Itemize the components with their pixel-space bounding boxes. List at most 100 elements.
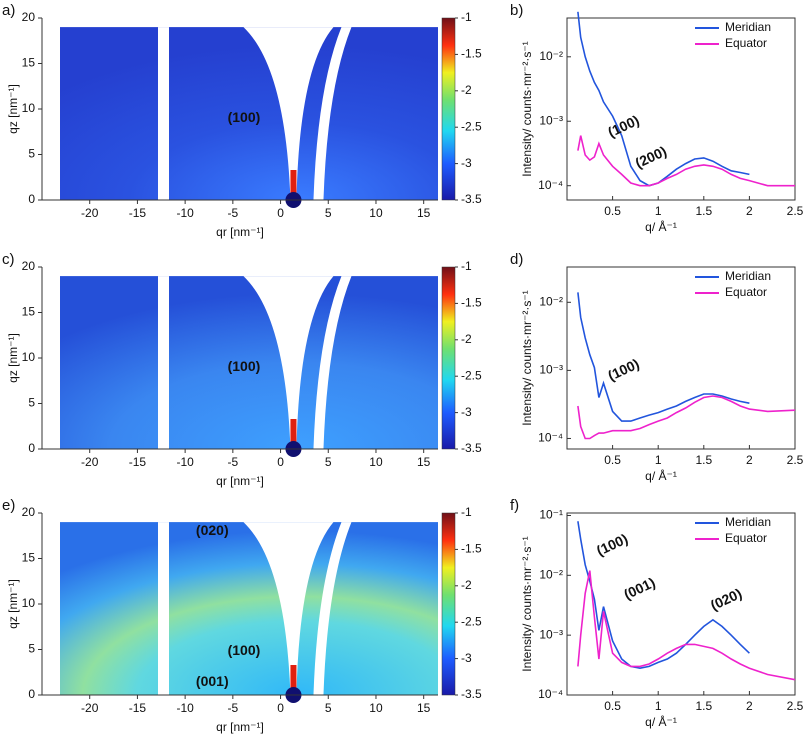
x-tick-label: 10 [369,701,383,715]
x-tick-label: 15 [417,701,431,715]
y-tick-label: 10⁻¹ [539,508,563,522]
x-tick-label: 0.5 [604,204,621,218]
legend-label: Equator [725,531,767,545]
x-tick-label: 10 [369,206,383,220]
colorbar-tick-label: -1 [461,259,472,273]
x-tick-label: -5 [228,206,239,220]
y-tick-label: 10⁻⁴ [538,687,563,701]
panel-label: c) [2,251,15,268]
y-tick-label: 10⁻⁴ [538,178,563,192]
colorbar-tick-label: -1.5 [461,47,482,61]
x-axis-label: q/ Å⁻¹ [645,219,677,234]
detector-image [60,522,438,695]
x-tick-label: 1.5 [695,204,712,218]
y-tick-label: 10⁻² [539,567,563,581]
detector-image [60,27,438,200]
x-tick-label: -20 [81,701,99,715]
y-tick-label: 0 [28,687,35,701]
x-tick-label: 2 [746,204,753,218]
y-tick-label: 20 [22,259,36,273]
detector-gap [313,522,352,695]
x-tick-label: 2.5 [787,453,804,467]
y-tick-label: 15 [22,305,36,319]
beam-center-hot [290,665,297,695]
plot-frame [566,512,796,696]
annotation: (020) [196,522,229,538]
detector-gap [158,276,169,449]
plot-frame [566,17,796,201]
x-tick-label: 0.5 [604,699,621,713]
legend-label: Meridian [725,515,771,529]
detector-gap [243,27,334,200]
colorbar-tick-label: -3 [461,405,472,419]
detector-image [60,276,438,449]
colorbar-tick-label: -2.5 [461,614,482,628]
y-tick-label: 10⁻³ [539,627,563,641]
detector-gap [313,27,352,200]
colorbar-tick-label: -1.5 [461,542,482,556]
colorbar-tick-label: -1 [461,10,472,24]
colorbar-tick-label: -1 [461,505,472,519]
panel-label: e) [2,497,15,514]
annotation: (020) [708,585,744,613]
x-axis-label: qr [nm⁻¹] [216,225,264,239]
x-tick-label: -20 [81,455,99,469]
beam-center-hot [290,170,297,200]
panel-label: d) [510,251,523,268]
x-tick-label: 2 [746,699,753,713]
x-tick-label: 1 [655,699,662,713]
detector-gap [313,276,352,449]
colorbar-tick-label: -3 [461,651,472,665]
x-tick-label: -10 [176,701,194,715]
y-tick-label: 0 [28,192,35,206]
y-tick-label: 10⁻⁴ [538,431,563,445]
series-line [577,135,795,187]
colorbar-tick-label: -2 [461,332,472,346]
y-tick-label: 20 [22,505,36,519]
x-tick-label: -5 [228,701,239,715]
colorbar [441,512,456,696]
annotation: (100) [605,112,641,140]
y-tick-label: 5 [28,642,35,656]
detector-gap [158,27,169,200]
colorbar-tick-label: -3.5 [461,687,482,701]
series-line [577,521,750,670]
y-axis-label: Intensity/ counts·mr⁻²·s⁻¹ [520,536,534,671]
annotation: (100) [228,642,261,658]
x-tick-label: -20 [81,206,99,220]
detector-gap [243,522,334,695]
panel-label: b) [510,2,523,19]
x-tick-label: 1 [655,453,662,467]
y-tick-label: 10 [22,350,36,364]
colorbar-tick-label: -3 [461,156,472,170]
y-axis-label: qz [nm⁻¹] [6,84,20,134]
x-tick-label: -10 [176,455,194,469]
x-axis-label: q/ Å⁻¹ [645,468,677,483]
annotation: (100) [594,530,630,558]
colorbar-tick-label: -2.5 [461,368,482,382]
x-tick-label: 2 [746,453,753,467]
x-tick-label: -15 [129,701,147,715]
y-tick-label: 10⁻² [539,294,563,308]
x-tick-label: 0 [277,206,284,220]
x-tick-label: 1.5 [695,453,712,467]
annotation: (001) [196,673,229,689]
x-axis-label: qr [nm⁻¹] [216,474,264,488]
beam-center-hot [290,419,297,449]
x-tick-label: -10 [176,206,194,220]
x-tick-label: -15 [129,455,147,469]
colorbar [441,17,456,201]
colorbar [441,266,456,450]
x-tick-label: -15 [129,206,147,220]
annotation: (100) [228,358,261,374]
detector-gap [158,522,169,695]
y-axis-label: Intensity/ counts·mr⁻²·s⁻¹ [520,290,534,425]
series-line [577,395,796,440]
y-axis-label: qz [nm⁻¹] [6,579,20,629]
x-axis-label: q/ Å⁻¹ [645,714,677,729]
y-tick-label: 10⁻³ [539,113,563,127]
y-axis-label: Intensity/ counts·mr⁻²·s⁻¹ [520,41,534,176]
x-tick-label: 10 [369,455,383,469]
x-tick-label: 0 [277,455,284,469]
